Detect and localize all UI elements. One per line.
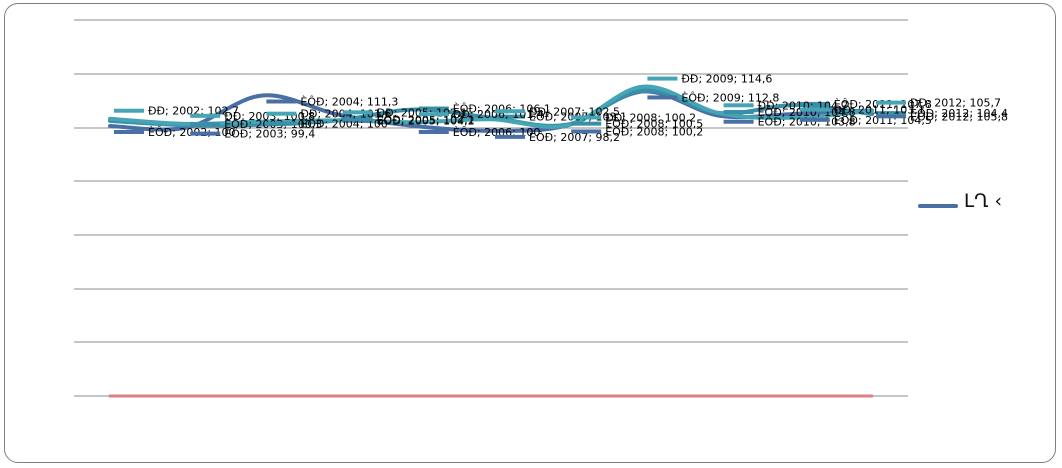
data-label: ÈÔÐ; 2009; 112,8 [681, 91, 779, 104]
data-label: ÈÔÐ; 2003; 99,4 [224, 128, 315, 141]
label-leader [495, 134, 525, 139]
data-label: ÐÐ; 2007; 102,5 [529, 105, 620, 118]
label-leader [190, 131, 221, 136]
label-leader [418, 130, 449, 134]
label-leader [495, 114, 525, 119]
label-leader [723, 119, 754, 124]
series-line-3 [108, 84, 874, 129]
data-label: ÈÔÐ; 2008; 100,2 [605, 125, 703, 138]
label-leader [571, 129, 602, 134]
label-leader [876, 114, 906, 119]
data-label: ÐÐ; 2008; 100,2 [605, 111, 696, 124]
data-label: ÐÐ; 2012; 105,7 [910, 97, 1001, 110]
label-leader [571, 115, 602, 120]
label-leader [571, 121, 602, 126]
data-label: ÐÐ; 2011; 103,1 [834, 104, 925, 117]
label-leader [418, 106, 449, 111]
data-label: ÈÔÐ; 2004; 111,3 [300, 95, 398, 108]
label-leader [799, 107, 830, 112]
legend-swatch [918, 204, 958, 208]
data-label: ÈÔÐ; 2008; 100,5 [605, 118, 703, 131]
legend-item: ԼՂ ‹ [918, 190, 1028, 214]
label-leader [342, 110, 373, 115]
label-leader [647, 76, 678, 81]
data-label: ÈÔÐ; 2010; 103,8 [758, 116, 856, 129]
legend-label: ԼՂ ‹ [964, 190, 1003, 212]
data-label: ÈÔÐ; 2006; 106,1 [453, 103, 551, 116]
series-lines [108, 84, 874, 398]
label-leader [723, 103, 754, 108]
label-leader [723, 110, 754, 115]
label-leader [342, 117, 373, 122]
label-leader [418, 112, 449, 117]
label-leader [876, 111, 906, 116]
data-label: ÐÐ; 2009; 114,6 [681, 73, 772, 86]
data-label: ÈÔÐ; 2007; 98,2 [529, 131, 620, 144]
label-leader [266, 111, 297, 116]
data-label: ÈÔÐ; 2005; 102,1 [377, 113, 475, 126]
data-label: ÈÔÐ; 2011; 104,5 [834, 114, 932, 127]
label-leader [266, 99, 297, 104]
gridlines [74, 19, 908, 397]
data-label: ÈÔÐ; 2010; 104,8 [758, 106, 856, 119]
label-leader [190, 122, 221, 127]
label-leader [495, 109, 525, 114]
label-leader [114, 130, 144, 134]
label-leader [114, 108, 144, 113]
legend: ԼՂ ‹ [918, 190, 1028, 214]
chart-frame [4, 3, 1056, 463]
label-leader [190, 113, 221, 118]
label-leader [266, 121, 297, 126]
label-leader [799, 117, 830, 122]
data-label: ÈÔÐ; 2012; 104,4 [910, 107, 1008, 120]
label-leader [876, 100, 906, 105]
data-label: ÈÔÐ; 2012; 105,8 [910, 110, 1008, 123]
label-leader [647, 95, 678, 100]
data-label: ÈÔÐ; 2005; 104,2 [377, 115, 475, 128]
label-leader [799, 101, 830, 106]
